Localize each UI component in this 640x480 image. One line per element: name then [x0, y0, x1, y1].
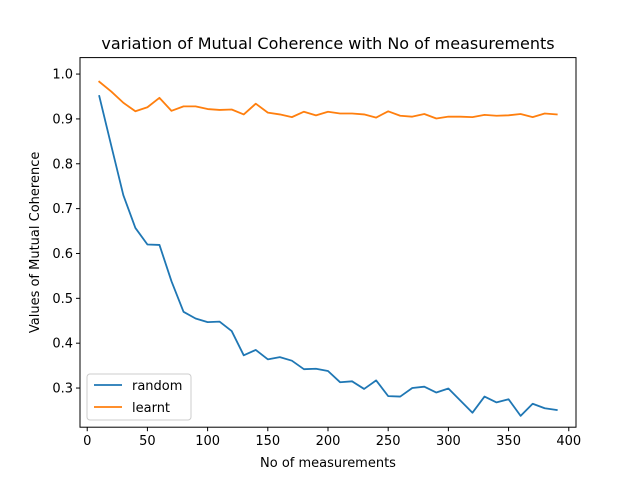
x-tick-label: 200	[316, 434, 341, 449]
x-tick-label: 100	[195, 434, 220, 449]
y-axis-title: Values of Mutual Coherence	[28, 152, 43, 333]
series-lines	[97, 80, 558, 417]
series-line-random	[98, 94, 558, 417]
y-tick-label: 0.9	[52, 112, 73, 127]
y-tick-label: 0.7	[52, 202, 73, 217]
x-tick-label: 150	[255, 434, 280, 449]
legend: random learnt	[86, 373, 192, 421]
y-tick-label: 0.8	[52, 157, 73, 172]
y-axis-ticks: 0.3 0.4 0.5 0.6 0.7 0.8 0.9 1.0	[52, 68, 80, 397]
x-tick-label: 400	[556, 434, 581, 449]
x-axis-title: No of measurements	[260, 456, 396, 471]
y-tick-label: 0.6	[52, 247, 73, 262]
plot-area	[80, 57, 576, 428]
x-tick-label: 0	[83, 434, 91, 449]
y-tick-label: 0.4	[52, 337, 73, 352]
legend-label-random: random	[132, 379, 182, 394]
plot-frame	[79, 57, 577, 428]
x-tick-label: 350	[496, 434, 521, 449]
x-tick-label: 250	[376, 434, 401, 449]
x-tick-label: 300	[436, 434, 461, 449]
x-tick-label: 50	[139, 434, 156, 449]
legend-label-learnt: learnt	[132, 401, 170, 416]
y-tick-label: 0.3	[52, 382, 73, 397]
chart-title: variation of Mutual Coherence with No of…	[101, 34, 554, 53]
y-tick-label: 1.0	[52, 68, 73, 83]
x-axis-ticks: 0 50 100 150 200 250 300 350 400	[83, 427, 581, 449]
series-line-learnt	[97, 80, 558, 120]
y-tick-label: 0.5	[52, 292, 73, 307]
